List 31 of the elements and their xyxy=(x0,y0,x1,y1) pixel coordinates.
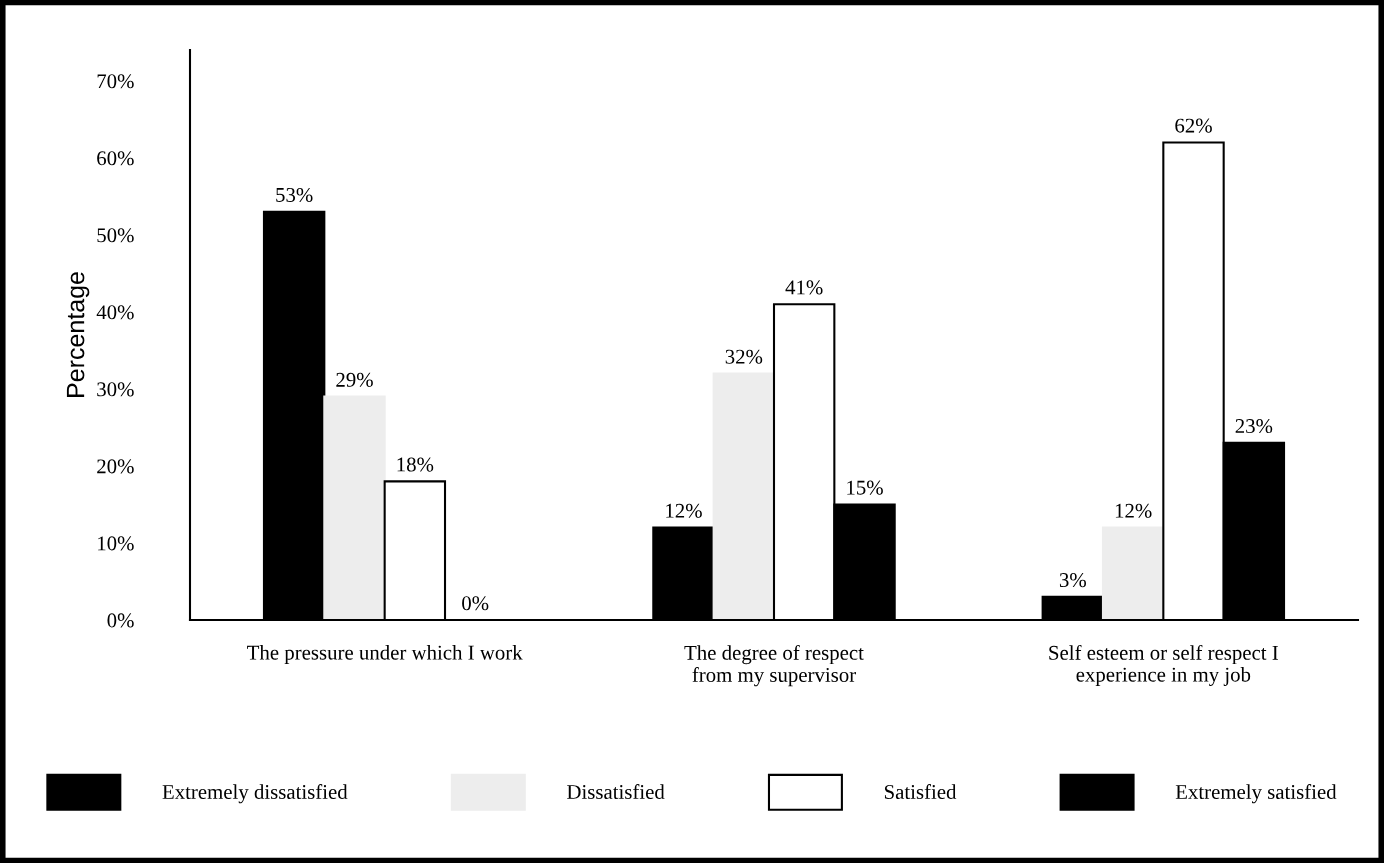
data-label: 15% xyxy=(847,480,883,495)
bar xyxy=(323,395,386,620)
data-label: 41% xyxy=(785,280,823,295)
data-label: 3% xyxy=(1059,573,1086,588)
data-label: 53% xyxy=(276,187,313,203)
data-label: 29% xyxy=(336,372,373,387)
y-tick-label: 50% xyxy=(97,228,134,243)
legend-label: Extremely satisfied xyxy=(1175,784,1337,804)
data-label: 23% xyxy=(1235,418,1273,434)
y-tick-label: 10% xyxy=(98,536,134,551)
x-tick-label: Self esteem or self respect I experience in my job xyxy=(1049,645,1278,686)
bar xyxy=(712,372,776,620)
y-tick-label: 60% xyxy=(97,151,134,166)
data-label: 12% xyxy=(1115,503,1152,518)
data-label: 12% xyxy=(666,503,702,518)
y-tick-label: 40% xyxy=(96,305,134,320)
legend-label: Dissatisfied xyxy=(567,784,665,799)
y-tick-label: 70% xyxy=(97,74,134,89)
legend-label: Extremely dissatisfied xyxy=(162,784,348,804)
y-tick-label: 20% xyxy=(97,459,134,474)
legend-label: Satisfied xyxy=(884,784,957,799)
bar xyxy=(1101,526,1165,620)
data-label: 18% xyxy=(397,457,434,472)
data-label: 0% xyxy=(462,596,489,611)
y-tick-label: 0% xyxy=(107,613,134,628)
x-tick-label: The degree of respect from my supervisor xyxy=(684,645,864,687)
y-tick-label: 30% xyxy=(97,382,134,397)
x-tick-label: The pressure under which I work xyxy=(247,645,523,664)
y-axis-title: Percentage xyxy=(66,272,90,397)
data-label: 62% xyxy=(1175,118,1212,133)
data-label: 32% xyxy=(725,349,763,364)
